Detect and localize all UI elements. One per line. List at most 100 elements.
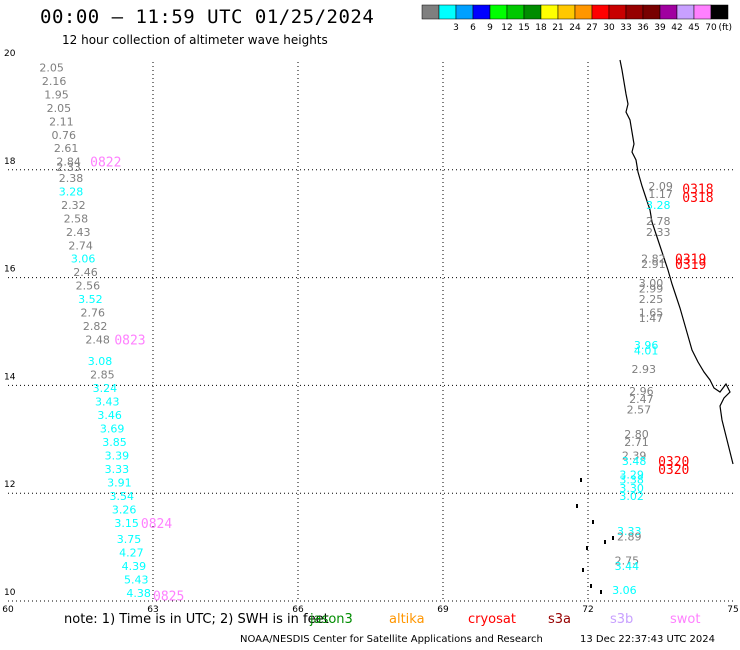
legend-tick-label: 6: [470, 23, 476, 33]
legend-swatch-6: [523, 4, 542, 20]
legend-sat-s3a: s3a: [548, 612, 572, 627]
color-legend: 3 6 9 12 15 18 21 24 27 30 33 36 39 42 45 70 (ft): [421, 4, 732, 33]
wave-height-value: 1.65: [639, 307, 664, 320]
wave-height-value: 2.05: [39, 61, 64, 74]
y-tick-label: 18: [4, 157, 16, 167]
wave-height-value: 2.71: [624, 436, 649, 449]
wave-height-value: 2.76: [81, 307, 106, 320]
wave-height-value: 2.33: [646, 226, 671, 239]
legend-swatch-5: [506, 4, 525, 20]
island-mark: [576, 504, 578, 508]
legend-tick-label: 3: [453, 23, 459, 33]
wave-height-value: 2.48: [85, 334, 110, 347]
wave-height-value: 2.05: [47, 102, 72, 115]
pass-label-0319: 0319: [675, 258, 706, 273]
y-tick-label: 16: [4, 265, 16, 275]
wave-height-value: 2.16: [42, 75, 66, 88]
wave-height-value: 2.82: [83, 320, 108, 333]
legend-swatch-1: [438, 4, 457, 20]
wave-height-value: 4.01: [634, 344, 659, 357]
legend-tick-label: 9: [487, 23, 493, 33]
wave-height-value: 3.33: [105, 463, 129, 476]
map-axes: 60 63 66 69 72 75 10 12 14 16 18 20: [2, 49, 738, 615]
legend-sat-cryosat: cryosat: [468, 612, 516, 627]
pass-label-0320: 0320: [658, 455, 689, 470]
wave-height-value: 1.17: [648, 188, 673, 201]
legend-swatch-7: [540, 4, 559, 20]
legend-swatch-14: [659, 4, 678, 20]
footer-note: note: 1) Time is in UTC; 2) SWH is in fe…: [64, 612, 329, 627]
island-mark: [604, 540, 606, 544]
island-mark: [600, 590, 602, 594]
island-mark: [592, 520, 594, 524]
wave-height-value: 4.38: [126, 587, 150, 600]
wave-height-value: 3.33: [617, 525, 642, 538]
wave-height-value: 3.39: [105, 449, 129, 462]
wave-height-value: 3.30: [619, 482, 644, 495]
wave-height-value: 5.43: [124, 573, 149, 586]
wave-height-value: 3.28: [646, 199, 671, 212]
legend-tick-label: 33: [620, 23, 631, 33]
legend-swatch-0: [421, 4, 440, 20]
wave-height-value: 3.91: [107, 476, 132, 489]
wave-height-value: 4.39: [122, 560, 147, 573]
map-title: 00:00 – 11:59 UTC 01/25/2024: [40, 6, 375, 28]
legend-tick-label: 70: [705, 23, 717, 33]
legend-swatch-2: [455, 4, 474, 20]
legend-swatch-15: [676, 4, 695, 20]
wave-height-value: 2.74: [68, 239, 93, 252]
island-mark: [612, 536, 614, 540]
wave-height-value: 2.33: [56, 161, 80, 174]
pass-label-0825: 0825: [153, 590, 184, 605]
wave-height-value: 3.85: [102, 436, 127, 449]
wave-height-value: 2.25: [639, 293, 664, 306]
legend-tick-label: 39: [654, 23, 666, 33]
legend-swatch-16: [693, 4, 712, 20]
wave-height-value: 3.54: [110, 490, 135, 503]
legend-tick-label: 36: [637, 23, 649, 33]
wave-height-value: 2.32: [61, 199, 86, 212]
wave-height-value: 3.26: [112, 503, 136, 516]
wave-height-value: 2.91: [641, 258, 666, 271]
wave-height-value: 3.06: [71, 253, 96, 266]
legend-tick-label: 12: [501, 23, 512, 33]
legend-tick-label: 45: [688, 23, 699, 33]
footer-generated-time: 13 Dec 22:37:43 UTC 2024: [580, 634, 715, 645]
wave-height-value: 2.78: [646, 215, 671, 228]
wave-height-value: 4.27: [119, 546, 143, 559]
legend-sat-swot: swot: [670, 612, 701, 627]
wave-height-value: 2.47: [629, 393, 654, 406]
wave-height-value: 3.69: [100, 423, 125, 436]
legend-sat-jason3: jason3: [310, 612, 353, 627]
wave-height-value: 2.96: [629, 385, 654, 398]
coastline-india-west: [619, 59, 734, 465]
pass-label-0320: 0320: [658, 463, 689, 478]
wave-height-value: 2.82: [641, 253, 666, 266]
wave-height-value: 3.06: [612, 584, 637, 597]
island-mark: [590, 584, 592, 588]
wave-height-value: 2.93: [632, 363, 657, 376]
pass-label-0823: 0823: [114, 334, 145, 349]
x-tick-label: 69: [437, 605, 449, 615]
wave-height-value: 2.11: [49, 115, 73, 128]
wave-height-value: 3.08: [88, 355, 113, 368]
island-mark: [582, 568, 584, 572]
x-tick-label: 63: [147, 605, 158, 615]
x-tick-label: 66: [292, 605, 304, 615]
wave-height-values: 08222.052.161.952.052.110.762.612.842.33…: [39, 61, 713, 604]
wave-height-value: 1.47: [639, 312, 664, 325]
y-tick-label: 14: [4, 372, 16, 382]
x-tick-label: 72: [582, 605, 593, 615]
legend-swatch-11: [608, 4, 627, 20]
wave-height-value: 2.38: [59, 172, 84, 185]
legend-swatch-9: [574, 4, 593, 20]
legend-tick-label: 15: [518, 23, 529, 33]
legend-swatch-12: [625, 4, 644, 20]
legend-swatch-10: [591, 4, 610, 20]
legend-tick-label: 27: [586, 23, 597, 33]
pass-label-0824: 0824: [141, 517, 172, 532]
legend-tick-label: 30: [603, 23, 615, 33]
pass-label-0318: 0318: [682, 183, 713, 198]
wave-height-value: 2.80: [624, 428, 649, 441]
